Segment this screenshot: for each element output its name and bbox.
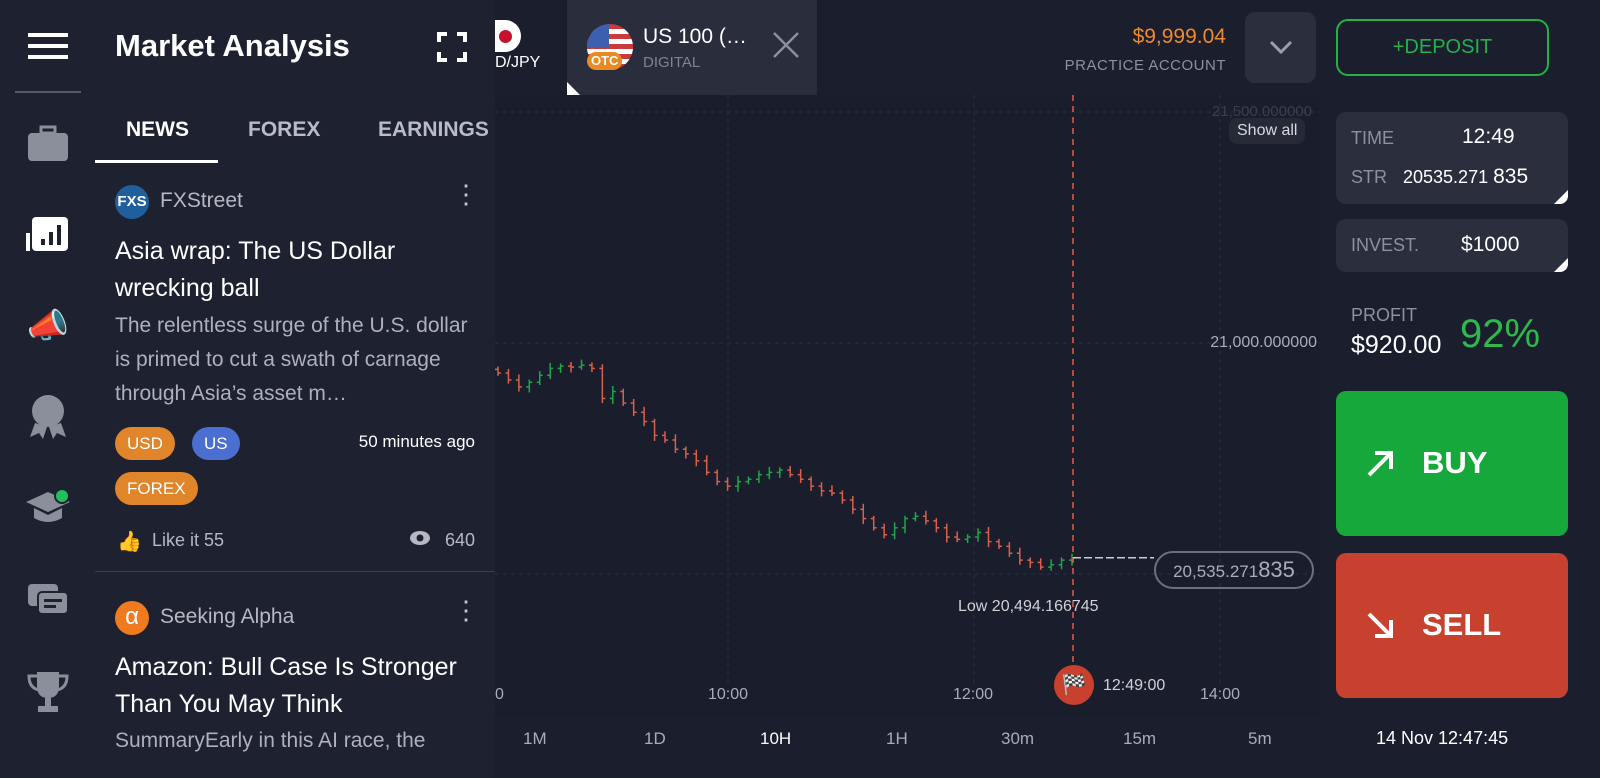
expiry-time-selector[interactable]: TIME 12:49 STR 20535.271 835 <box>1336 112 1568 204</box>
x-tick-label: 12:00 <box>953 686 994 703</box>
sell-button[interactable]: SELL <box>1336 553 1568 698</box>
tab-news[interactable]: NEWS <box>126 118 189 141</box>
promo-megaphone-icon[interactable]: 📣 <box>26 307 70 345</box>
tag-us[interactable]: US <box>192 427 240 460</box>
current-price: 20,535.271 <box>1173 562 1259 581</box>
divider <box>15 91 81 93</box>
timeframe-1h[interactable]: 1H <box>886 729 908 748</box>
news-summary: The relentless surge of the U.S. dollar … <box>115 314 468 405</box>
news-headline[interactable]: Asia wrap: The US Dollar wrecking ball <box>115 237 396 302</box>
fullscreen-icon[interactable] <box>437 32 467 67</box>
corner-marker <box>1554 258 1568 272</box>
show-all-button[interactable]: Show all <box>1229 118 1306 144</box>
news-source: FXStreet <box>160 189 243 212</box>
profit-label: PROFIT <box>1351 305 1417 325</box>
corner-marker <box>567 82 580 95</box>
account-dropdown-button[interactable] <box>1245 12 1316 83</box>
x-tick-label: 10:00 <box>708 686 749 703</box>
news-source: Seeking Alpha <box>160 605 295 628</box>
timeframe-1m[interactable]: 1M <box>523 729 547 748</box>
views-count: 640 <box>444 530 475 550</box>
account-type: PRACTICE ACCOUNT <box>1064 57 1226 74</box>
buy-button[interactable]: BUY <box>1336 391 1568 536</box>
buy-label: BUY <box>1422 445 1488 480</box>
menu-icon[interactable] <box>24 22 72 70</box>
strike-label: STR <box>1351 167 1387 187</box>
invest-amount-selector[interactable]: INVEST. $1000 <box>1336 219 1568 272</box>
page-title: Market Analysis <box>115 28 350 63</box>
market-analysis-icon[interactable] <box>24 210 72 258</box>
achievements-icon[interactable] <box>24 392 72 440</box>
portfolio-icon[interactable] <box>24 120 72 168</box>
fxstreet-logo: FXS <box>115 185 149 219</box>
education-icon[interactable] <box>24 484 72 532</box>
more-options-icon[interactable]: ⋮ <box>453 179 479 209</box>
tab-forex[interactable]: FOREX <box>248 118 321 141</box>
account-balance[interactable]: $9,999.04 <box>1132 25 1226 48</box>
arrow-down-right-icon <box>1367 612 1393 638</box>
asset-tab-us100[interactable]: OTC US 100 (… DIGITAL <box>567 0 817 95</box>
server-clock: 14 Nov 12:47:45 <box>1376 728 1509 748</box>
y-tick-label: 21,000.000000 <box>1210 334 1317 351</box>
invest-label: INVEST. <box>1351 235 1420 255</box>
divider <box>95 571 495 572</box>
sell-label: SELL <box>1422 607 1502 642</box>
timeframe-5m[interactable]: 5m <box>1248 729 1272 748</box>
tab-earnings[interactable]: EARNINGS <box>378 118 489 141</box>
chart-canvas[interactable] <box>495 95 1320 715</box>
chevron-down-icon <box>1269 40 1293 54</box>
chat-icon[interactable] <box>24 576 72 624</box>
seeking-alpha-logo: α <box>115 601 149 635</box>
profit-percent: 92% <box>1460 312 1541 356</box>
otc-badge: OTC <box>587 52 623 70</box>
asset-tab-label: D/JPY <box>495 54 541 71</box>
more-options-icon[interactable]: ⋮ <box>453 595 479 625</box>
asset-tab-usdjpy[interactable]: D/JPY <box>495 0 567 95</box>
x-tick-label: 14:00 <box>1200 686 1241 703</box>
timeframe-30m[interactable]: 30m <box>1001 729 1035 748</box>
tag-usd[interactable]: USD <box>115 427 175 460</box>
japan-flag-icon <box>495 20 521 52</box>
timeframe-15m[interactable]: 15m <box>1123 729 1157 748</box>
views-eye-icon <box>409 530 431 551</box>
finish-flag-icon: 🏁 <box>1054 665 1094 705</box>
timeframe-bar: 1M 1D 10H 1H 30m 15m 5m <box>495 715 1320 778</box>
deposit-button[interactable]: +DEPOSIT <box>1336 19 1549 76</box>
news-summary: SummaryEarly in this AI race, the <box>115 729 426 752</box>
x-tick-label: 0 <box>495 686 504 703</box>
profit-value: $920.00 <box>1351 331 1442 359</box>
asset-type: DIGITAL <box>643 54 701 71</box>
arrow-up-right-icon <box>1367 451 1393 477</box>
price-chart[interactable]: 21,500.000000 21,000.000000 Show all 20,… <box>495 95 1320 715</box>
like-icon[interactable]: 👍 <box>117 531 142 553</box>
tournaments-trophy-icon[interactable] <box>24 668 72 716</box>
trade-panel: +DEPOSIT TIME 12:49 STR 20535.271 835 IN… <box>1320 0 1600 778</box>
expiry-time: 12:49:00 <box>1103 677 1166 694</box>
strike-value: 20535.271 835 <box>1403 165 1529 188</box>
news-headline[interactable]: Amazon: Bull Case Is Stronger Than You M… <box>115 653 457 718</box>
news-time: 50 minutes ago <box>358 432 475 451</box>
invest-value: $1000 <box>1461 233 1520 256</box>
tag-forex[interactable]: FOREX <box>115 472 198 505</box>
market-analysis-panel: Market Analysis NEWS FOREX EARNINGS FXS … <box>95 0 495 778</box>
active-tab-indicator <box>95 160 218 163</box>
corner-marker <box>1554 190 1568 204</box>
asset-tabs-bar: D/JPY OTC US 100 (… DIGITAL $9,999.04 PR… <box>495 0 1320 95</box>
y-tick-label: 21,500.000000 <box>1211 103 1312 120</box>
close-tab-icon[interactable] <box>771 30 801 65</box>
time-label: TIME <box>1351 128 1394 148</box>
low-price-label: Low 20,494.166745 <box>958 598 1099 615</box>
side-rail: 📣 <box>0 0 95 778</box>
time-value: 12:49 <box>1462 125 1515 148</box>
timeframe-10h[interactable]: 10H <box>760 729 792 748</box>
current-price-tail: 835 <box>1258 557 1295 582</box>
like-count[interactable]: Like it 55 <box>152 530 225 550</box>
timeframe-1d[interactable]: 1D <box>644 729 666 748</box>
asset-name: US 100 (… <box>643 25 747 48</box>
current-price-label: 20,535.271835 <box>1154 551 1314 589</box>
